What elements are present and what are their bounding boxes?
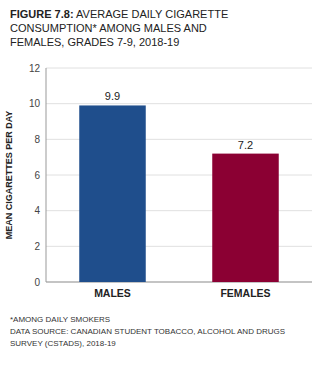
y-tick-label: 12: [29, 63, 41, 74]
x-tick-label: FEMALES: [220, 287, 270, 299]
y-tick-label: 10: [29, 98, 41, 109]
y-axis-line: [46, 68, 47, 282]
grid-line: [46, 103, 312, 104]
title-bold: FIGURE 7.8:: [10, 8, 74, 20]
x-tick-label: MALES: [94, 287, 131, 299]
y-axis-label: MEAN CIGARETTES PER DAY: [4, 111, 14, 240]
title-line: FIGURE 7.8: AVERAGE DAILY CIGARETTE: [10, 8, 228, 20]
title-line: CONSUMPTION* AMONG MALES AND: [10, 22, 207, 34]
footnote: DATA SOURCE: CANADIAN STUDENT TOBACCO, A…: [10, 327, 285, 336]
y-tick-label: 2: [34, 241, 40, 252]
title-line: FEMALES, GRADES 7-9, 2018-19: [10, 36, 179, 48]
data-label: 9.9: [105, 90, 120, 102]
y-tick-label: 0: [34, 277, 40, 288]
bar: [212, 154, 279, 282]
footnote: *AMONG DAILY SMOKERS: [10, 315, 110, 324]
y-tick-label: 8: [34, 134, 40, 145]
chart: FIGURE 7.8: AVERAGE DAILY CIGARETTE CONSU…: [0, 0, 325, 370]
footnote: SURVEY (CSTADS), 2018-19: [10, 339, 116, 348]
title-rest: AVERAGE DAILY CIGARETTE: [74, 8, 229, 20]
y-tick-label: 6: [34, 170, 40, 181]
y-tick-label: 4: [34, 205, 40, 216]
bars: [79, 105, 279, 282]
grid-line: [46, 68, 312, 69]
bar: [79, 105, 146, 282]
data-label: 7.2: [238, 139, 253, 151]
title: FIGURE 7.8: AVERAGE DAILY CIGARETTE CONSU…: [10, 8, 228, 48]
